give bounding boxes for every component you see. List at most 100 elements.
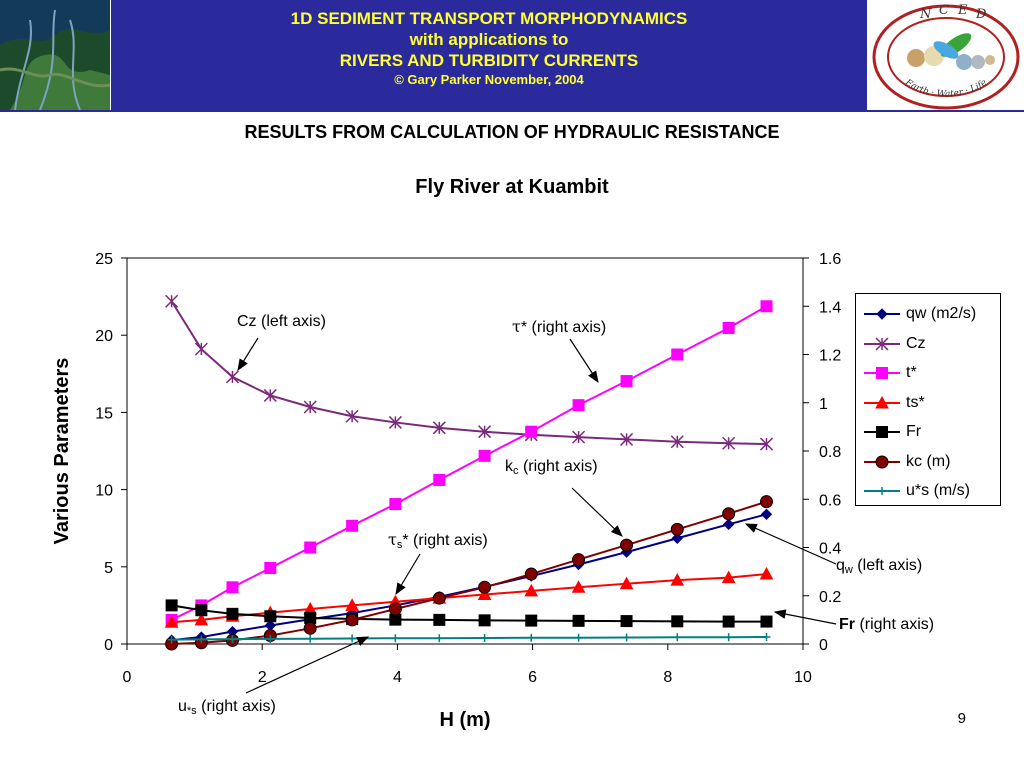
series-6-point <box>622 633 631 642</box>
series-2-point <box>478 449 491 462</box>
logo-letter-d: D <box>975 7 987 22</box>
y2-tick-label: 1.2 <box>819 348 841 365</box>
series-5-point <box>572 553 586 567</box>
annotation-part: s <box>397 539 403 551</box>
x-tick-label: 6 <box>528 669 537 686</box>
series-1-point <box>478 425 492 439</box>
legend-swatch <box>864 336 900 351</box>
series-3-point <box>619 576 634 590</box>
x-axis-title: H (m) <box>439 709 490 731</box>
banner-line-4: © Gary Parker November, 2004 <box>394 72 584 87</box>
series-5-point <box>303 621 317 635</box>
annotation-part: k <box>505 458 514 475</box>
legend-label: qw (m2/s) <box>906 305 977 322</box>
annotation-part: w <box>844 564 853 576</box>
legend-label: kc (m) <box>906 452 951 470</box>
annotation-arrow-tau <box>569 338 599 384</box>
annotation-part: *s <box>187 705 197 717</box>
series-2-point <box>433 473 446 486</box>
series-1-point <box>388 415 402 429</box>
satellite-image <box>0 0 110 110</box>
series-6-point <box>391 634 400 643</box>
logo-stone-5 <box>985 55 995 65</box>
series-2-point <box>572 399 585 412</box>
series-6-point <box>197 635 206 644</box>
series-2-point <box>722 321 735 334</box>
series-4-point <box>195 604 208 617</box>
x-tick-label: 0 <box>123 669 132 686</box>
series-6-point <box>527 633 536 642</box>
series-2 <box>165 300 773 626</box>
annotation-part: τ <box>388 530 397 549</box>
logo-letter-n: N <box>919 7 932 22</box>
series-0-point <box>671 532 683 544</box>
series-5-point <box>524 567 538 581</box>
series-4-point <box>760 615 773 628</box>
y2-tick-label: 0 <box>819 637 828 654</box>
legend-marker <box>875 455 889 468</box>
legend-label: t* <box>906 364 917 381</box>
legend-item: Fr <box>864 420 998 446</box>
series-6-point <box>480 633 489 642</box>
series-4-point <box>478 614 491 627</box>
slide-title: RESULTS FROM CALCULATION OF HYDRAULIC RE… <box>244 122 780 142</box>
series-3-point <box>670 573 685 586</box>
series-0-point <box>722 518 735 531</box>
annotation-tau: τ* (right axis) <box>512 317 606 336</box>
annotation-part: (right axis) <box>855 616 934 633</box>
series-3-point <box>477 587 492 601</box>
series-1-point <box>345 409 359 423</box>
y2-tick-label: 0.2 <box>819 589 841 606</box>
logo-water <box>933 41 959 59</box>
series-1-point <box>165 294 179 308</box>
logo-letter-e: E <box>957 3 968 18</box>
banner-panel <box>111 0 867 110</box>
series-2-point <box>525 425 538 438</box>
series-2-point <box>264 562 277 575</box>
series-4 <box>165 599 773 628</box>
series-4-point <box>389 613 402 626</box>
annotation-part: * (right axis) <box>402 532 487 549</box>
banner-title: 1D SEDIMENT TRANSPORT MORPHODYNAMICS wit… <box>111 8 867 88</box>
banner-line-1: 1D SEDIMENT TRANSPORT MORPHODYNAMICS <box>290 9 688 28</box>
legend-label: ts* <box>906 393 925 411</box>
legend-marker <box>876 308 888 320</box>
series-2-point <box>620 375 633 388</box>
annotation-arrow-kc <box>571 487 623 537</box>
legend-swatch <box>864 426 900 438</box>
annotation-part: (right axis) <box>197 698 276 715</box>
annotation-arrow-qw <box>744 523 837 565</box>
legend-swatch <box>864 308 900 320</box>
legend-marker <box>875 395 889 408</box>
series-4-point <box>304 611 317 624</box>
series-3-point <box>721 570 736 584</box>
x-tick-label: 2 <box>258 669 267 686</box>
y-tick-label: 10 <box>95 483 113 500</box>
annotation-part: u <box>178 698 187 715</box>
series-1-point <box>225 370 239 384</box>
series-3-point <box>759 566 774 580</box>
series-2-point <box>389 498 402 511</box>
series-6-point <box>724 633 733 642</box>
x-tick-label: 4 <box>393 669 402 686</box>
annotation-us: u*s (right axis) <box>178 698 276 717</box>
y-tick-label: 25 <box>95 251 113 268</box>
series-1 <box>165 294 774 451</box>
annotation-qw: qw (left axis) <box>836 557 922 576</box>
series-4-point <box>671 615 684 628</box>
series-1-point <box>432 421 446 435</box>
page-number: 9 <box>957 710 966 727</box>
banner: 1D SEDIMENT TRANSPORT MORPHODYNAMICS wit… <box>0 0 1024 112</box>
y-tick-label: 20 <box>95 328 113 345</box>
y2-tick-label: 1.6 <box>819 251 841 268</box>
series-3-point <box>164 615 179 628</box>
logo-stone-4 <box>971 55 985 69</box>
legend-marker <box>876 367 888 379</box>
series-5-point <box>759 495 773 509</box>
series-1-point <box>722 436 736 450</box>
annotation-taus: τs* (right axis) <box>388 530 488 551</box>
series-0-point <box>760 508 773 521</box>
series-6-point <box>762 633 771 642</box>
series-2-point <box>671 348 684 361</box>
annotation-kc: kc (right axis) <box>505 458 598 477</box>
